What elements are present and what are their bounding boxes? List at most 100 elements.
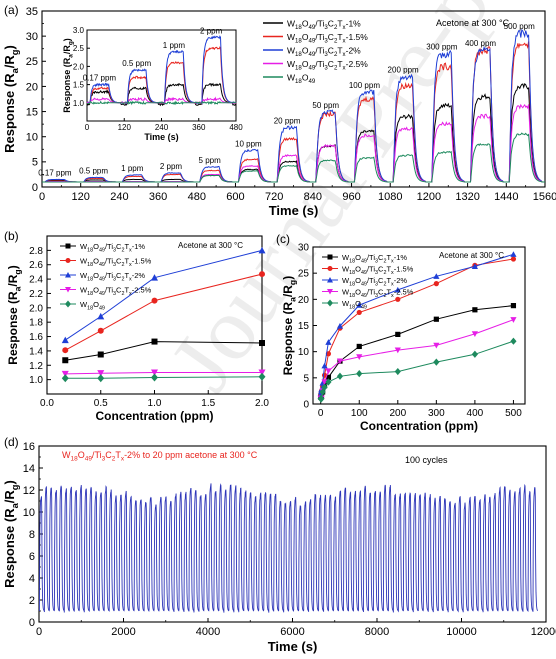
data-point-c-2-9 — [394, 286, 401, 293]
concentration-label-a-4: 5 ppm — [199, 156, 222, 165]
y-tick-label-d-1: 2 — [29, 595, 35, 607]
inset-y-tick-label-3: 2.5 — [73, 44, 85, 53]
data-point-b-4-2 — [151, 373, 158, 382]
legend-label-a-2: W18O49/Ti3C2Tx-2% — [287, 46, 361, 59]
y-tick-label-c-1: 5 — [303, 373, 309, 384]
x-tick-label-c-4: 400 — [467, 408, 484, 419]
x-tick-label-a-2: 240 — [110, 191, 128, 203]
y-axis-label-c-group: Response (Ra/Rg) — [281, 276, 298, 375]
x-tick-label-a-8: 960 — [342, 191, 360, 203]
x-tick-label-a-5: 600 — [226, 191, 244, 203]
legend-marker-c-0 — [327, 254, 333, 260]
legend-marker-c-2 — [327, 277, 333, 283]
series-line-b-0 — [65, 341, 263, 361]
inset-y-axis-label: Response (Ra/Rg) — [62, 38, 75, 113]
y-tick-label-b-6: 2.2 — [29, 289, 43, 300]
annotation-d: W18O49/Ti3C2Tx-2% to 20 ppm acetone at 3… — [62, 450, 258, 463]
data-point-c-4-7 — [336, 372, 344, 380]
series-line-b-3 — [65, 372, 262, 375]
x-tick-label-a-9: 1080 — [378, 191, 402, 203]
data-point-b-4-1 — [97, 374, 105, 383]
x-tick-label-b-1: 0.5 — [94, 398, 108, 409]
legend-label-a-1: W18O49/Ti3C2Tx-1.5% — [287, 32, 368, 45]
annotation-a: Acetone at 300 °C — [436, 18, 510, 28]
x-tick-label-a-0: 0 — [39, 191, 45, 203]
y-tick-label-b-1: 1.2 — [29, 361, 43, 372]
y-tick-label-b-4: 1.8 — [29, 318, 43, 329]
inset-x-tick-label-4: 480 — [229, 123, 243, 132]
data-point-c-0-11 — [472, 307, 478, 313]
data-point-b-2-2 — [151, 274, 158, 281]
x-tick-label-a-3: 360 — [149, 191, 167, 203]
data-point-c-0-8 — [356, 343, 362, 350]
y-tick-label-b-7: 2.4 — [29, 275, 43, 286]
legend-label-a-3: W18O49/Ti3C2Tx-2.5% — [287, 59, 368, 72]
data-point-c-3-7 — [336, 358, 344, 365]
inset-x-tick-label-1: 120 — [118, 123, 132, 132]
x-tick-label-a-11: 1320 — [455, 191, 479, 203]
concentration-label-a-7: 50 ppm — [312, 101, 339, 110]
inset-series-line-0 — [86, 82, 237, 107]
y-tick-label-d-3: 6 — [29, 551, 35, 563]
legend-label-c-0: W18O49/Ti3C2Tx-1% — [342, 253, 407, 264]
legend-marker-b-3 — [65, 287, 71, 293]
data-point-b-1-0 — [62, 347, 69, 354]
legend-label-b-0: W18O49/Ti3C2Tx-1% — [80, 242, 145, 253]
inset-y-tick-label-2: 2.0 — [73, 62, 85, 71]
legend-label-c-2: W18O49/Ti3C2Tx-2% — [342, 276, 407, 287]
x-tick-label-b-2: 1.0 — [148, 398, 162, 409]
x-tick-label-d-4: 8000 — [365, 626, 389, 638]
data-point-c-4-5 — [321, 383, 328, 391]
series-line-c-4 — [320, 340, 514, 400]
data-point-c-4-4 — [319, 388, 326, 396]
x-tick-label-b-4: 2.0 — [255, 398, 269, 409]
legend-label-c-4: W18O49 — [342, 299, 367, 310]
legend-label-b-3: W18O49/Ti3C2Tx-2.5% — [80, 286, 152, 297]
data-point-c-2-11 — [471, 263, 478, 269]
data-point-c-2-12 — [510, 251, 517, 257]
concentration-label-a-0: 0.17 ppm — [38, 168, 72, 177]
y-axis-label-d-group: Response (Ra/Rg) — [2, 480, 20, 588]
data-point-c-4-10 — [433, 358, 440, 366]
legend-marker-b-2 — [65, 272, 71, 278]
y-tick-label-a-4: 20 — [26, 81, 38, 93]
data-point-c-2-10 — [433, 273, 440, 279]
y-axis-label-b: Response (Ra/Rg) — [6, 265, 23, 364]
data-point-c-4-8 — [356, 370, 363, 378]
data-point-c-1-9 — [395, 296, 401, 302]
data-point-c-2-8 — [356, 301, 363, 308]
y-tick-label-d-8: 16 — [23, 441, 35, 453]
inset-y-tick-label-4: 3.0 — [73, 26, 85, 35]
legend-label-c-1: W18O49/Ti3C2Tx-1.5% — [342, 265, 414, 276]
panel-label-b: (b) — [4, 229, 19, 243]
x-axis-label-d: Time (s) — [268, 639, 318, 654]
y-tick-label-a-0: 0 — [32, 182, 38, 194]
x-tick-label-a-7: 840 — [304, 191, 322, 203]
data-point-c-2-5 — [321, 362, 328, 369]
data-point-c-0-6 — [325, 374, 332, 380]
concentration-label-a-6: 20 ppm — [274, 117, 301, 126]
y-tick-label-a-3: 15 — [26, 106, 38, 118]
annotation-c: Acetone at 300 °C — [439, 251, 504, 260]
y-tick-label-b-2: 1.4 — [29, 346, 43, 357]
legend-label-a-0: W18O49/Ti3C2Tx-1% — [287, 19, 361, 32]
y-tick-label-a-5: 25 — [26, 56, 38, 68]
x-tick-label-c-0: 0 — [318, 408, 324, 419]
inset-x-tick-label-0: 0 — [85, 123, 90, 132]
x-tick-label-c-2: 200 — [389, 408, 406, 419]
y-axis-label-a-group: Response (Ra/Rg) — [2, 45, 20, 153]
series-line-b-1 — [65, 273, 263, 351]
legend-label-a-4: W18O49 — [287, 73, 316, 86]
data-point-c-4-6 — [325, 378, 332, 386]
cycles-label-d: 100 cycles — [405, 455, 448, 465]
data-point-c-0-10 — [433, 316, 439, 322]
x-tick-label-c-5: 500 — [505, 408, 522, 419]
series-line-c-3 — [320, 319, 514, 399]
series-line-a-2 — [42, 28, 545, 183]
data-point-b-2-0 — [61, 336, 69, 344]
concentration-label-a-5: 10 ppm — [235, 139, 262, 148]
inset-x-tick-label-3: 360 — [192, 123, 206, 132]
data-point-b-2-1 — [97, 312, 105, 320]
inset-concentration-label-1: 0.5 ppm — [122, 59, 151, 68]
inset-series-line-4 — [86, 100, 237, 106]
